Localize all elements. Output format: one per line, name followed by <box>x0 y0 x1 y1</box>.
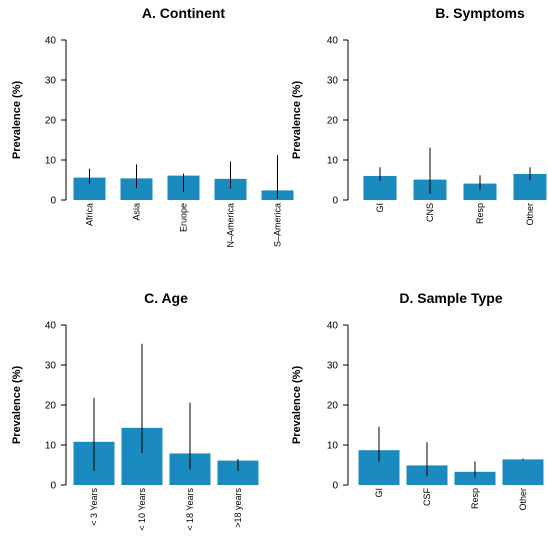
y-tick-label: 10 <box>45 156 57 167</box>
y-axis-label: Prevalence (%) <box>11 81 23 160</box>
y-tick-label: 40 <box>45 36 57 47</box>
category-label: Other <box>518 488 528 511</box>
y-tick-label: 20 <box>327 116 339 127</box>
category-label: >18 years <box>233 488 243 528</box>
y-axis-label: Prevalence (%) <box>291 366 303 445</box>
category-label: GI <box>374 488 384 498</box>
panel-title: C. Age <box>144 290 188 306</box>
category-label: < 3 Years <box>89 488 99 526</box>
bar <box>73 177 106 200</box>
y-tick-label: 40 <box>327 321 339 332</box>
y-tick-label: 0 <box>332 196 338 207</box>
bar <box>120 178 153 200</box>
panel-4: D. Sample Type Prevalence (%) 0 10 20 30 40 GI C… <box>291 290 544 511</box>
panel-1: A. Continent Prevalence (%) 0 10 20 30 40 Afric… <box>11 5 294 248</box>
category-label: N–America <box>226 203 236 248</box>
y-tick-label: 20 <box>45 116 57 127</box>
y-axis-label: Prevalence (%) <box>291 81 303 160</box>
bar <box>502 459 544 485</box>
y-tick-label: 0 <box>332 481 338 492</box>
y-tick-label: 10 <box>327 441 339 452</box>
y-tick-label: 30 <box>327 361 339 372</box>
panel-title: D. Sample Type <box>399 290 502 306</box>
y-tick-label: 10 <box>327 156 339 167</box>
category-label: < 18 Years <box>185 488 195 531</box>
category-label: Resp <box>475 203 485 224</box>
y-tick-label: 40 <box>45 321 57 332</box>
y-axis-label: Prevalence (%) <box>11 366 23 445</box>
category-label: CSF <box>422 487 432 506</box>
category-label: < 10 Years <box>137 488 147 531</box>
bar <box>463 183 497 200</box>
y-tick-label: 30 <box>45 76 57 87</box>
panel-title: B. Symptoms <box>435 5 525 21</box>
y-tick-label: 40 <box>327 36 339 47</box>
category-label: Eruope <box>179 203 189 232</box>
y-tick-label: 30 <box>327 76 339 87</box>
category-label: Resp <box>470 488 480 509</box>
panel-3: C. Age Prevalence (%) 0 10 20 30 40 < 3 Years < … <box>11 290 259 531</box>
y-tick-label: 20 <box>45 401 57 412</box>
y-tick-label: 30 <box>45 361 57 372</box>
category-label: Other <box>525 203 535 226</box>
category-label: GI <box>375 203 385 213</box>
category-label: S–America <box>273 203 283 247</box>
bar <box>454 471 496 485</box>
panel-2: B. Symptoms Prevalence (%) 0 10 20 30 40 GI CNS R… <box>291 5 547 226</box>
y-tick-label: 0 <box>50 481 56 492</box>
category-label: Asia <box>132 203 142 221</box>
y-tick-label: 20 <box>327 401 339 412</box>
y-tick-label: 0 <box>50 196 56 207</box>
bar <box>214 178 247 200</box>
category-label: Africa <box>85 203 95 226</box>
panel-title: A. Continent <box>142 5 226 21</box>
y-tick-label: 10 <box>45 441 57 452</box>
category-label: CNS <box>425 203 435 222</box>
